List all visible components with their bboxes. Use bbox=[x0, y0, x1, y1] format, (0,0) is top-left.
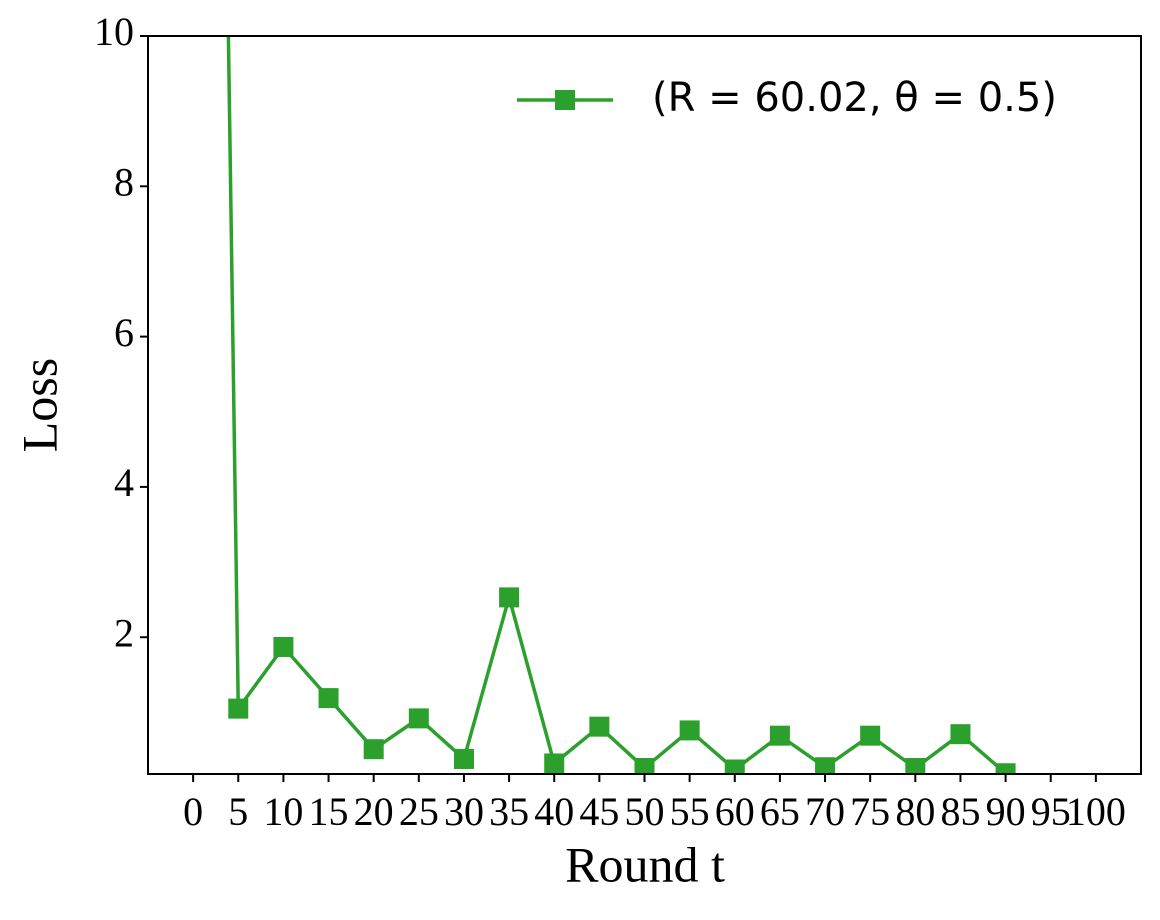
point-marker bbox=[589, 716, 610, 737]
x-tick-label: 85 bbox=[940, 789, 980, 834]
point-marker bbox=[318, 688, 339, 709]
point-marker bbox=[634, 757, 655, 774]
point-marker bbox=[544, 753, 565, 774]
x-tick-label: 65 bbox=[760, 789, 800, 834]
x-tick-label: 0 bbox=[183, 789, 203, 834]
x-tick-label: 40 bbox=[534, 789, 574, 834]
y-tick-label: 8 bbox=[114, 159, 134, 204]
x-tick-label: 95 bbox=[1031, 789, 1071, 834]
x-tick-label: 15 bbox=[309, 789, 349, 834]
x-tick-label: 75 bbox=[850, 789, 890, 834]
x-tick-label: 30 bbox=[444, 789, 484, 834]
point-marker bbox=[228, 698, 249, 719]
point-marker bbox=[499, 587, 520, 608]
x-tick-label: 10 bbox=[263, 789, 303, 834]
point-marker bbox=[995, 763, 1016, 774]
x-tick-label: 55 bbox=[670, 789, 710, 834]
y-tick-label: 10 bbox=[94, 9, 134, 54]
point-marker bbox=[363, 739, 384, 760]
point-marker bbox=[769, 725, 790, 746]
point-marker bbox=[950, 724, 971, 745]
x-tick-label: 25 bbox=[399, 789, 439, 834]
point-marker bbox=[679, 720, 700, 741]
x-tick-label: 50 bbox=[625, 789, 665, 834]
y-tick-label: 6 bbox=[114, 310, 134, 355]
legend-label: (R = 60.02, θ = 0.5) bbox=[652, 75, 1057, 121]
point-marker bbox=[408, 708, 429, 729]
x-tick-label: 90 bbox=[986, 789, 1026, 834]
plot-area bbox=[226, 36, 1016, 774]
x-tick-label: 35 bbox=[489, 789, 529, 834]
x-tick-label: 20 bbox=[354, 789, 394, 834]
legend-marker bbox=[555, 90, 575, 110]
x-tick-label: 80 bbox=[895, 789, 935, 834]
point-marker bbox=[905, 757, 926, 774]
point-marker bbox=[273, 636, 294, 657]
point-marker bbox=[815, 757, 836, 774]
point-marker bbox=[860, 725, 881, 746]
y-axis-label: Loss bbox=[11, 358, 67, 452]
x-tick-label: 60 bbox=[715, 789, 755, 834]
x-tick-label: 70 bbox=[805, 789, 845, 834]
x-tick-label: 45 bbox=[579, 789, 619, 834]
x-axis-label: Round t bbox=[565, 836, 725, 892]
x-tick-label: 100 bbox=[1066, 789, 1126, 834]
point-marker bbox=[724, 759, 745, 774]
y-tick-label: 2 bbox=[114, 610, 134, 655]
x-tick-label: 5 bbox=[228, 789, 248, 834]
point-marker bbox=[453, 748, 474, 769]
y-tick-label: 4 bbox=[114, 460, 134, 505]
